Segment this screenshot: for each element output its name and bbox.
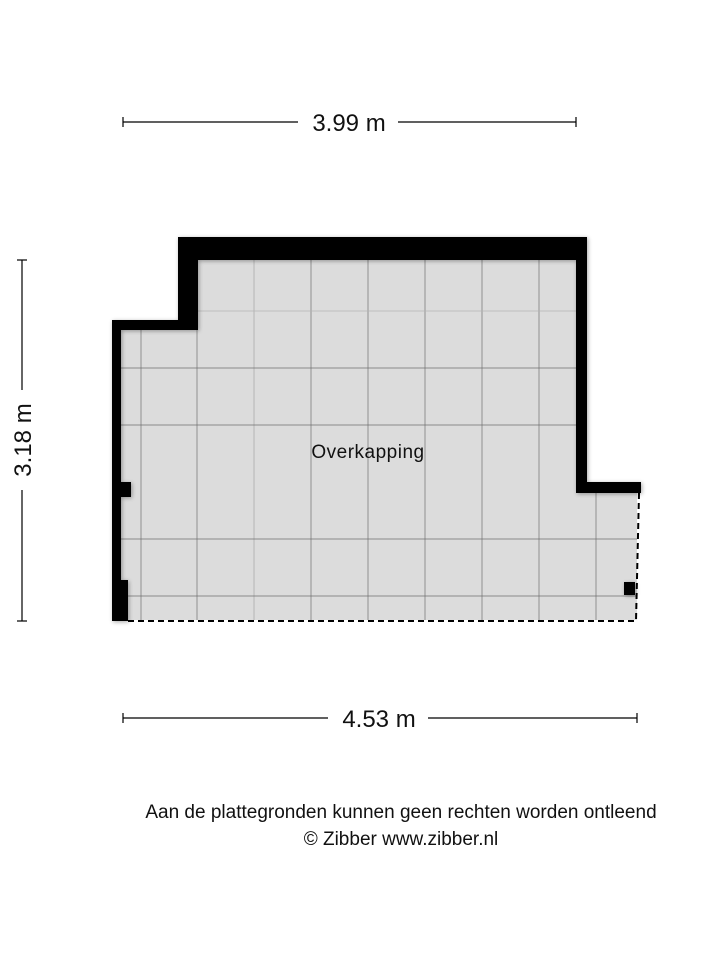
room-floor (121, 260, 637, 620)
floor-grid (121, 260, 637, 620)
dimension-top (122, 117, 577, 127)
open-edges (128, 492, 640, 622)
copyright-text: © Zibber www.zibber.nl (303, 829, 499, 850)
disclaimer-text: Aan de plattegronden kunnen geen rechten… (145, 802, 657, 823)
dimension-top-label: 3.99 m (312, 110, 385, 137)
dimension-bottom-label: 4.53 m (342, 706, 415, 733)
dimension-bottom (122, 713, 638, 723)
dimension-left-label: 3.18 m (10, 403, 37, 476)
room-label: Overkapping (311, 442, 424, 463)
dimension-left (17, 259, 27, 622)
walls (112, 237, 641, 621)
